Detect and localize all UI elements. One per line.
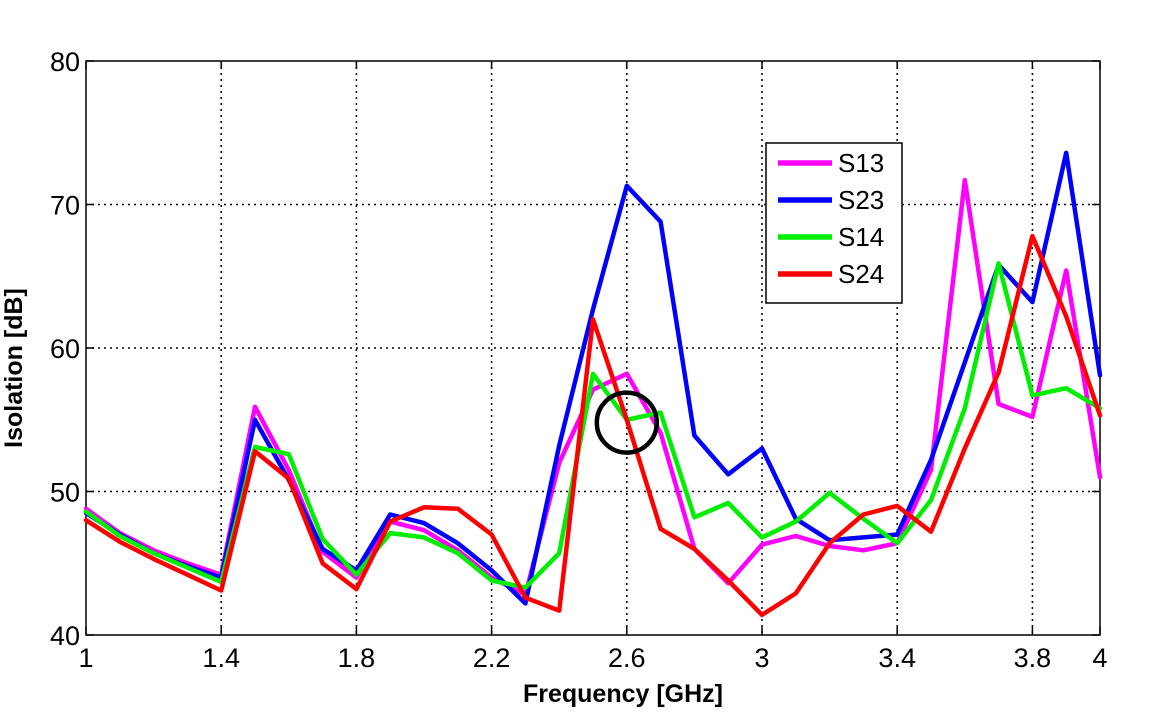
legend-label-s14: S14 — [838, 222, 884, 252]
y-tick-label: 40 — [50, 621, 80, 651]
legend-label-s13: S13 — [838, 148, 884, 178]
y-tick-label: 80 — [50, 47, 80, 77]
grid — [86, 61, 1100, 635]
x-tick-label: 1.4 — [202, 643, 240, 673]
x-axis-title: Frequency [GHz] — [523, 680, 723, 708]
plot-area-frame — [85, 60, 1101, 636]
x-tick-label: 4 — [1092, 643, 1107, 673]
x-tick-label: 2.2 — [473, 643, 511, 673]
axis-ticks: 1 1.4 1.8 2.2 2.6 3 3.4 3.8 4 40 50 60 70 80 — [50, 47, 1108, 673]
x-tick-label: 3.8 — [1014, 643, 1052, 673]
x-tick-label: 3 — [754, 643, 769, 673]
x-tick-label: 1.8 — [338, 643, 376, 673]
annotations — [594, 390, 660, 455]
y-axis-title: Isolation [dB] — [0, 288, 28, 448]
series-line-s14 — [83, 261, 1103, 590]
y-tick-label: 70 — [50, 191, 80, 221]
legend: S13 S23 S14 S24 — [765, 142, 903, 304]
y-tick-label: 60 — [50, 334, 80, 364]
series-line-s24 — [83, 233, 1103, 618]
series-line-s23 — [83, 150, 1103, 606]
x-tick-label: 1 — [78, 643, 93, 673]
x-tick-label: 3.4 — [878, 643, 916, 673]
y-tick-label: 50 — [50, 478, 80, 508]
legend-label-s24: S24 — [838, 259, 884, 289]
legend-label-s23: S23 — [838, 185, 884, 215]
series-lines — [83, 150, 1103, 618]
x-tick-label: 2.6 — [608, 643, 646, 673]
highlight-circle — [594, 390, 660, 455]
series-line-s13 — [83, 177, 1103, 598]
